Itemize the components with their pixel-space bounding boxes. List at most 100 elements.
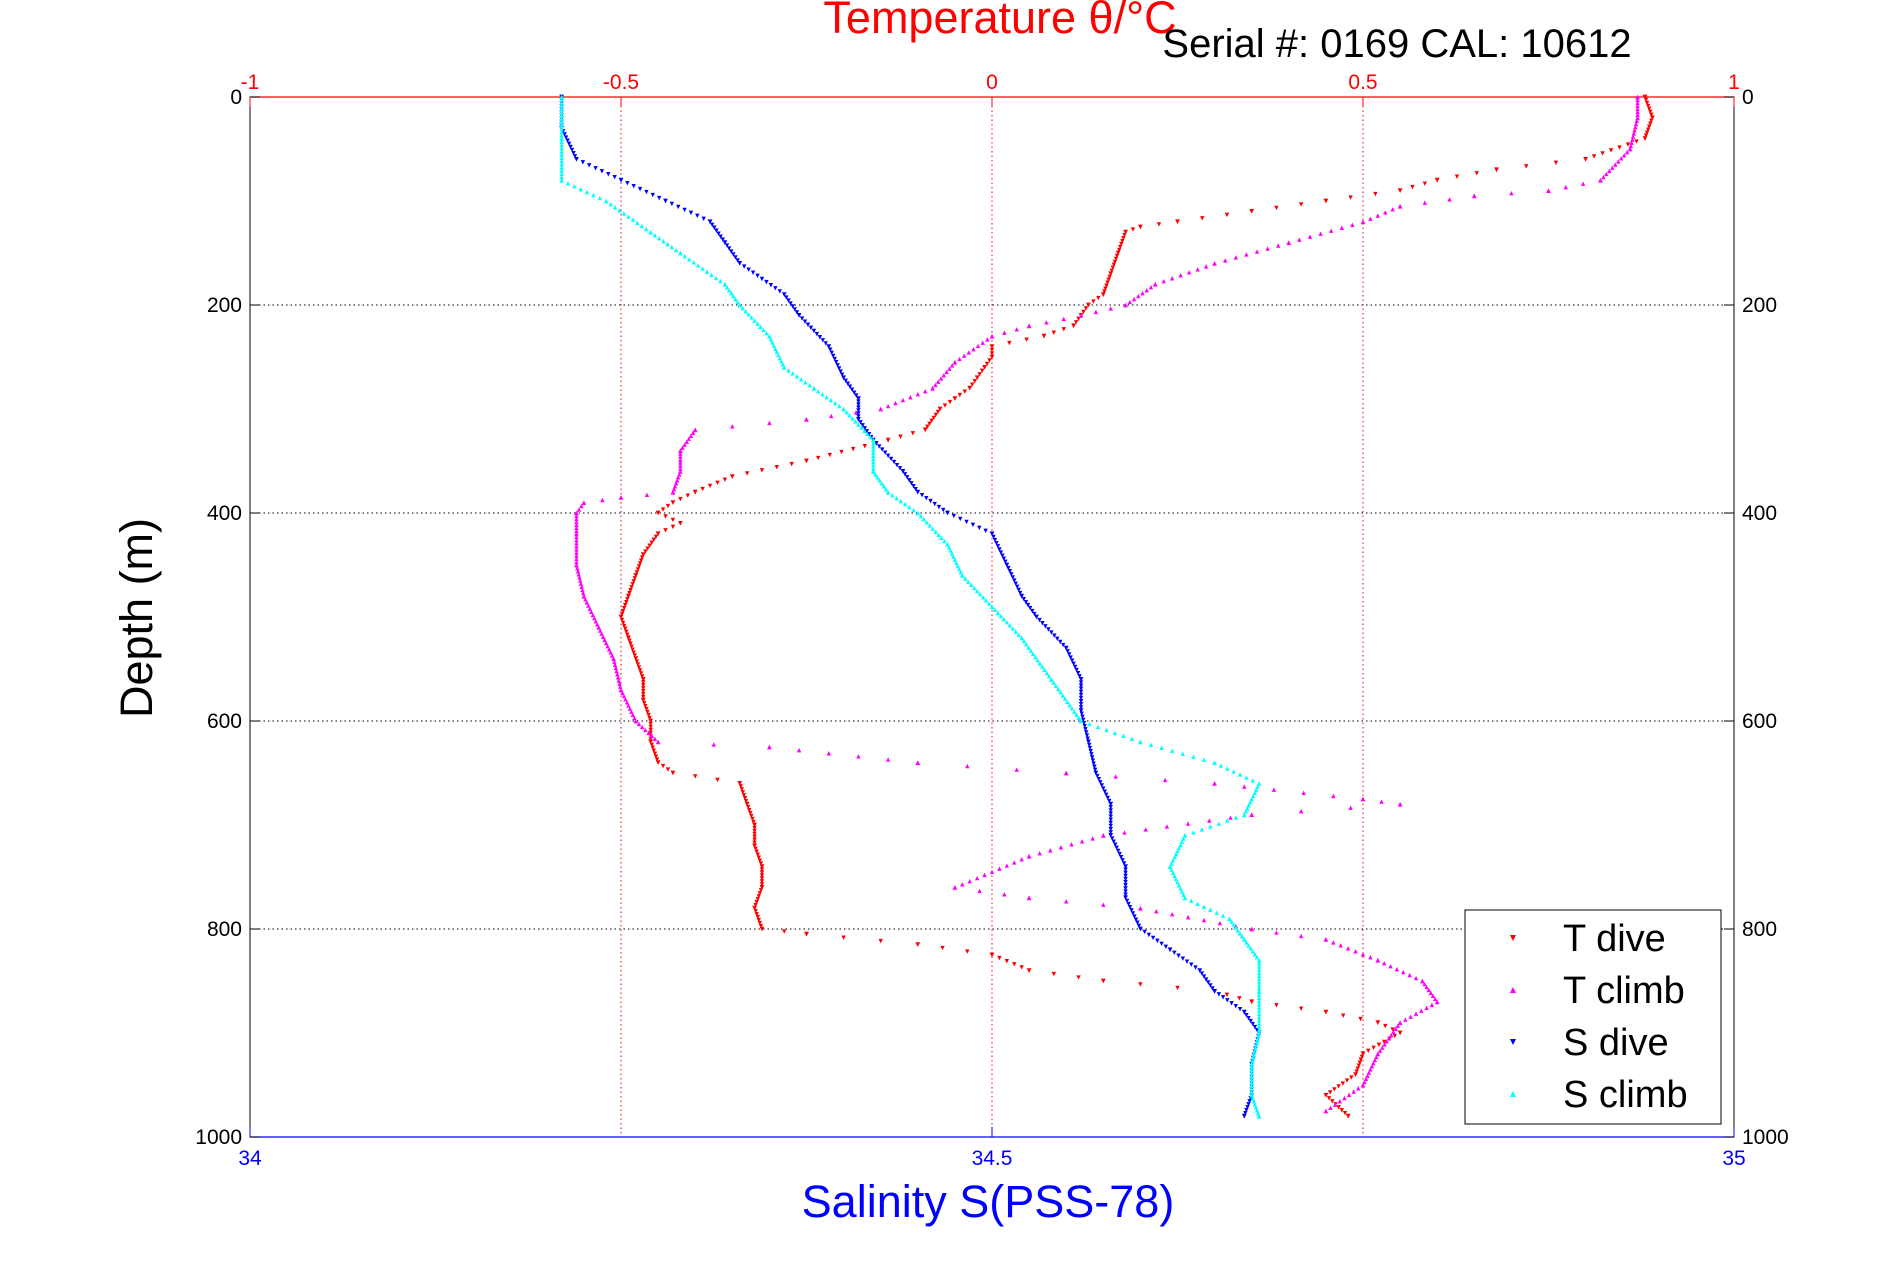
data-point	[660, 507, 666, 512]
data-point	[995, 544, 1001, 549]
data-point	[1212, 261, 1217, 266]
data-point	[1336, 1084, 1341, 1089]
data-point	[1608, 148, 1614, 153]
data-point	[933, 412, 939, 418]
data-point	[1251, 1052, 1257, 1058]
data-point	[907, 504, 912, 510]
data-point	[648, 724, 653, 730]
data-point	[1179, 839, 1185, 844]
data-point	[1249, 926, 1255, 932]
data-point	[1218, 763, 1224, 768]
data-point	[878, 406, 884, 412]
data-point	[1093, 770, 1099, 776]
data-point	[1388, 963, 1393, 969]
data-point	[879, 447, 885, 452]
data-point	[1318, 231, 1323, 236]
data-point	[773, 346, 778, 351]
data-point	[711, 742, 716, 747]
data-point	[1254, 1027, 1260, 1033]
data-point	[600, 634, 606, 639]
data-point	[757, 920, 763, 926]
data-point	[682, 442, 687, 447]
data-point	[618, 495, 624, 500]
data-point	[832, 356, 837, 362]
data-point	[1246, 803, 1251, 808]
data-point	[687, 257, 692, 262]
data-point	[1034, 614, 1039, 620]
data-point	[1069, 658, 1075, 663]
data-point	[1078, 677, 1084, 682]
data-point	[1344, 1078, 1350, 1083]
data-point	[1179, 889, 1185, 894]
data-point	[970, 522, 976, 528]
data-point	[779, 358, 784, 364]
data-point	[989, 531, 995, 537]
data-point	[1062, 696, 1068, 701]
data-point	[680, 445, 685, 450]
data-point	[1115, 848, 1121, 854]
data-point	[839, 372, 845, 377]
data-point	[1095, 773, 1100, 779]
data-point	[1108, 823, 1113, 829]
data-point	[1372, 1057, 1378, 1063]
data-point	[1066, 652, 1072, 657]
data-point	[1123, 302, 1128, 308]
y-tick-label-left: 800	[207, 918, 242, 941]
data-point	[870, 469, 876, 474]
data-point	[1341, 1013, 1346, 1018]
data-point	[647, 715, 652, 721]
data-point	[1144, 287, 1149, 293]
data-point	[1301, 790, 1306, 795]
data-point	[1058, 690, 1063, 695]
data-point	[1252, 1049, 1257, 1054]
data-point	[590, 612, 596, 618]
data-point	[1600, 151, 1605, 156]
data-point	[1509, 191, 1514, 196]
data-point	[977, 372, 982, 377]
data-point	[1246, 1102, 1251, 1107]
data-point	[682, 207, 687, 213]
data-point	[1026, 895, 1032, 901]
data-point	[1019, 593, 1025, 599]
data-point	[632, 576, 637, 581]
data-point	[1237, 772, 1243, 777]
data-point	[1026, 645, 1031, 650]
data-point	[814, 331, 820, 337]
data-point	[952, 557, 958, 562]
data-point	[1359, 1054, 1365, 1059]
data-point	[638, 671, 644, 676]
data-point	[1182, 833, 1188, 838]
data-point	[1254, 955, 1260, 960]
data-point	[589, 609, 594, 614]
data-point	[824, 394, 829, 400]
axis-ticks: 0 0 200 200 400 400 600 600 800 800 1000 1000 -1 -0.5…	[195, 71, 1788, 1170]
data-point	[1242, 784, 1247, 789]
data-point	[936, 379, 941, 384]
data-point	[626, 214, 631, 219]
data-point	[900, 469, 906, 474]
data-point	[619, 611, 625, 617]
data-point	[1077, 674, 1082, 679]
y-tick-label-right: 800	[1742, 918, 1777, 941]
data-point	[1256, 1030, 1262, 1036]
data-point	[574, 553, 579, 558]
data-point	[998, 550, 1004, 555]
data-point	[559, 165, 564, 170]
data-point	[1114, 253, 1120, 259]
data-point	[1001, 616, 1007, 622]
data-point	[1041, 333, 1047, 339]
data-point	[1233, 925, 1238, 930]
data-point	[989, 869, 995, 874]
data-point	[1610, 165, 1615, 170]
data-point	[1235, 928, 1241, 933]
data-point	[574, 516, 579, 522]
data-point	[709, 222, 715, 227]
series-t-climb	[574, 94, 1640, 1114]
data-point	[1249, 1083, 1254, 1089]
data-point	[1379, 799, 1384, 804]
data-point	[1256, 1024, 1262, 1029]
data-point	[1143, 827, 1148, 832]
data-point	[584, 189, 590, 195]
data-point	[621, 211, 627, 216]
data-point	[759, 879, 765, 884]
